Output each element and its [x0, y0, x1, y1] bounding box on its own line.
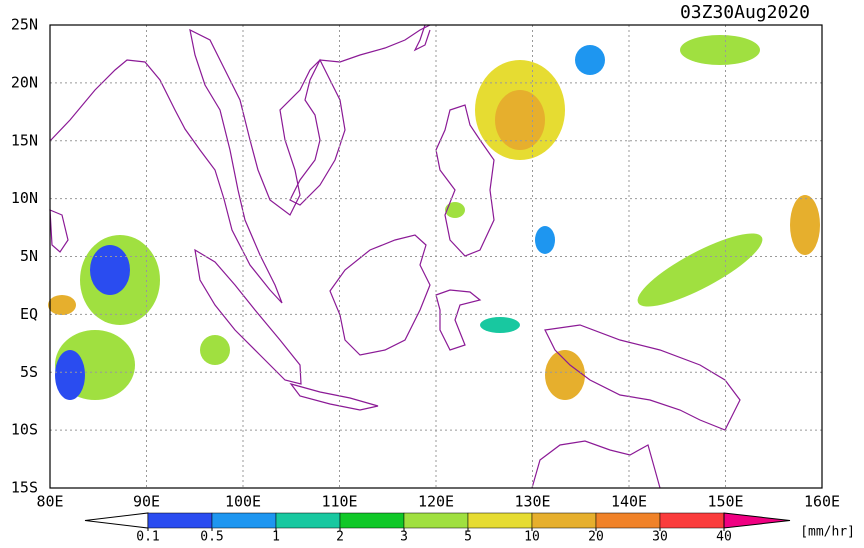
lat-tick-label: 15S	[11, 479, 38, 497]
colorbar-box	[467, 512, 533, 529]
lat-tick-label: 10N	[11, 189, 38, 207]
rain-patch	[545, 350, 585, 400]
coastlines	[49, 24, 741, 489]
colorbar-label: 10	[524, 530, 540, 545]
lon-tick-label: 80E	[36, 493, 63, 511]
coastline	[49, 24, 431, 304]
lon-tick-label: 160E	[804, 493, 840, 511]
colorbar-end	[723, 512, 791, 529]
coastline	[329, 234, 431, 356]
rain-field	[48, 35, 820, 400]
rain-patch	[90, 245, 130, 295]
colorbar-box	[595, 512, 661, 529]
colorbar-end	[84, 512, 149, 529]
rain-patch	[48, 295, 76, 315]
lon-tick-label: 150E	[707, 493, 743, 511]
coastline	[194, 248, 302, 385]
lat-tick-label: 25N	[11, 16, 38, 34]
lat-tick-label: 20N	[11, 73, 38, 91]
rain-patch	[575, 45, 605, 75]
rain-patch	[637, 233, 763, 307]
coastline	[435, 104, 495, 257]
colorbar-label: 3	[400, 530, 408, 545]
map-frame	[49, 24, 823, 489]
colorbar-box	[147, 512, 213, 529]
lon-tick-label: 90E	[133, 493, 160, 511]
rain-patch	[680, 35, 760, 65]
colorbar-box	[403, 512, 469, 529]
lon-tick-label: 100E	[225, 493, 261, 511]
lat-tick-label: 15N	[11, 131, 38, 149]
rain-patch	[790, 195, 820, 255]
rain-patch	[535, 226, 555, 254]
rain-patch	[480, 317, 520, 333]
lon-tick-label: 130E	[514, 493, 550, 511]
colorbar-label: 2	[336, 530, 344, 545]
coastline	[289, 382, 379, 411]
lon-tick-label: 120E	[418, 493, 454, 511]
colorbar-box	[531, 512, 597, 529]
coastline	[531, 440, 661, 489]
lat-tick-label: 10S	[11, 421, 38, 439]
rain-patch	[445, 202, 465, 218]
colorbar-box	[211, 512, 277, 529]
coastline	[289, 58, 346, 206]
colorbar-label: 0.5	[200, 530, 223, 545]
coastline	[435, 289, 482, 351]
lon-tick-label: 110E	[321, 493, 357, 511]
colorbar-label: 0.1	[136, 530, 159, 545]
lat-tick-label: 5S	[20, 363, 38, 381]
colorbar-box	[339, 512, 405, 529]
lon-tick-label: 140E	[611, 493, 647, 511]
rain-patch	[55, 350, 85, 400]
colorbar-box	[659, 512, 725, 529]
title: 03Z30Aug2020	[680, 2, 810, 23]
colorbar-unit: [mm/hr]	[800, 525, 855, 540]
colorbar-label: 5	[464, 530, 472, 545]
colorbar-box	[275, 512, 341, 529]
coastline	[49, 209, 69, 253]
lat-tick-label: 5N	[20, 247, 38, 265]
colorbar: 0.1 0.5 1 2 3 5 10 20 30 40	[84, 512, 791, 545]
colorbar-label: 1	[272, 530, 280, 545]
colorbar-label: 40	[716, 530, 732, 545]
colorbar-label: 20	[588, 530, 604, 545]
colorbar-label: 30	[652, 530, 668, 545]
lat-tick-label: EQ	[20, 305, 38, 323]
rain-patch	[200, 335, 230, 365]
coastline	[413, 24, 431, 52]
